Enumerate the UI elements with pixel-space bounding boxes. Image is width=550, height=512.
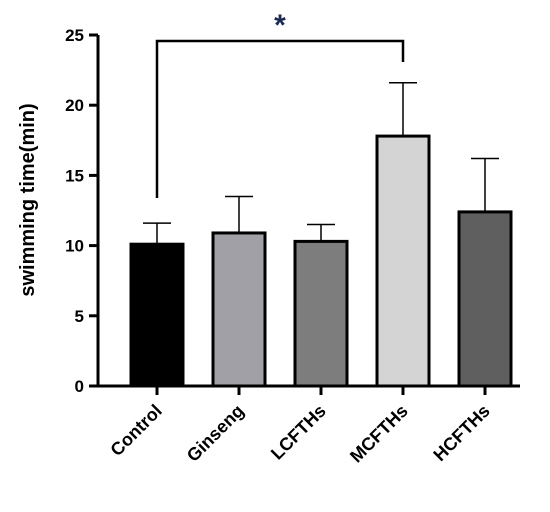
y-tick-label: 20 <box>65 96 84 115</box>
y-tick-label: 0 <box>75 377 84 396</box>
y-tick-label: 10 <box>65 237 84 256</box>
y-axis-title: swimming time(min) <box>17 103 39 296</box>
y-tick-label: 25 <box>65 26 84 45</box>
y-axis: 0 5 10 15 20 25 <box>65 26 100 396</box>
bar-ginseng <box>211 231 267 388</box>
bar-control <box>129 242 185 388</box>
x-tick-label-control: Control <box>106 401 165 460</box>
x-tick-label-mcfths: MCFTHs <box>346 401 412 467</box>
x-tick-label-hcfths: HCFTHs <box>429 401 493 465</box>
y-tick-label: 15 <box>65 166 84 185</box>
x-tick-label-lcfths: LCFTHs <box>267 401 330 464</box>
y-tick-label: 5 <box>75 307 84 326</box>
x-tick-label-ginseng: Ginseng <box>183 401 248 466</box>
bar-mcfths <box>375 134 431 388</box>
significance-bracket <box>155 39 405 198</box>
significance-star: * <box>274 9 286 42</box>
bar-lcfths <box>293 239 349 388</box>
significance-annotation: * <box>155 9 405 198</box>
bars-group <box>129 81 513 388</box>
x-axis: Control Ginseng LCFTHs MCFTHs HCFTHs <box>96 384 520 467</box>
bar-hcfths <box>457 210 513 388</box>
